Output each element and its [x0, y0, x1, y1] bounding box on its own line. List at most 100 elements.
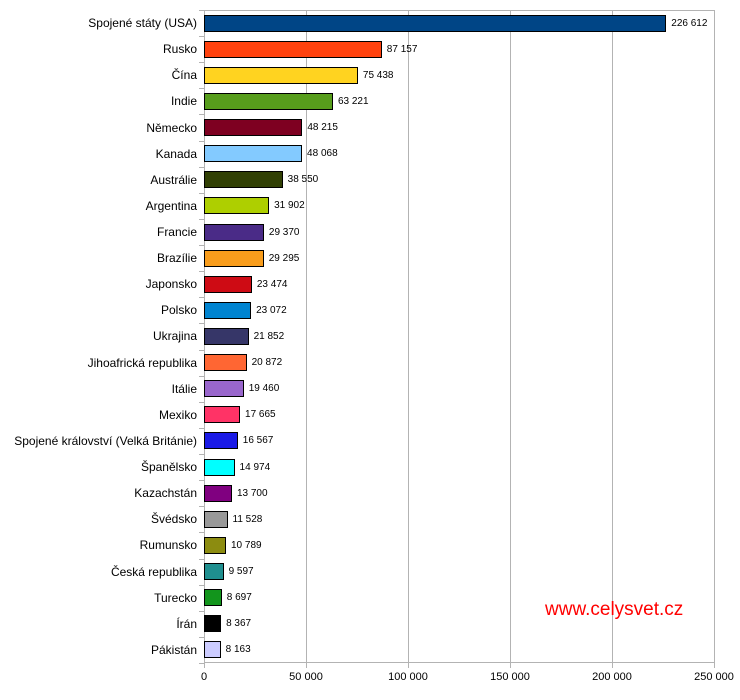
chart-row: Pákistán 8 163	[0, 637, 740, 663]
bar	[204, 354, 247, 372]
chart-row: Čína 75 438	[0, 62, 740, 88]
category-label: Spojené státy (USA)	[88, 16, 197, 31]
bar	[204, 536, 226, 554]
y-axis-tick	[199, 62, 204, 64]
bar	[204, 66, 358, 84]
value-label: 13 700	[236, 487, 268, 499]
category-label: Polsko	[160, 303, 197, 318]
y-axis-tick	[199, 532, 204, 534]
chart-row: Spojené státy (USA) 226 612	[0, 10, 740, 36]
y-axis-tick	[199, 349, 204, 351]
bar	[204, 589, 222, 607]
y-axis-tick	[199, 375, 204, 377]
chart-row: Kazachstán 13 700	[0, 480, 740, 506]
category-label: Indie	[170, 94, 197, 109]
value-label: 8 163	[225, 644, 251, 656]
chart-row: Turecko 8 697	[0, 585, 740, 611]
value-label: 29 295	[268, 252, 300, 264]
y-axis-tick	[199, 610, 204, 612]
chart-row: Kanada 48 068	[0, 141, 740, 167]
y-axis-tick	[199, 558, 204, 560]
category-label: Írán	[176, 616, 197, 631]
value-label: 17 665	[245, 409, 276, 421]
category-label: Japonsko	[145, 277, 197, 292]
x-axis-tick	[306, 663, 307, 668]
bar	[204, 380, 244, 398]
category-label: Argentina	[145, 198, 197, 213]
category-label: Jihoafrická republika	[87, 355, 197, 370]
chart-row: Polsko 23 072	[0, 297, 740, 323]
chart-row: Německo 48 215	[0, 114, 740, 140]
y-axis-tick	[199, 323, 204, 325]
x-axis-tick	[408, 663, 409, 668]
y-axis-tick	[199, 36, 204, 38]
chart-row: Spojené království (Velká Británie) 16 56…	[0, 428, 740, 454]
y-axis-tick	[199, 114, 204, 116]
x-axis-tick-label: 150 000	[490, 671, 530, 683]
chart-row: Itálie 19 460	[0, 376, 740, 402]
bar	[204, 14, 667, 32]
y-axis-tick	[199, 663, 204, 664]
bar	[204, 563, 224, 581]
y-axis-tick	[199, 506, 204, 508]
value-label: 8 367	[226, 618, 252, 630]
gridline	[408, 10, 409, 663]
chart-row: Španělsko 14 974	[0, 454, 740, 480]
bar	[204, 641, 221, 659]
bar	[204, 301, 252, 319]
x-axis-tick-label: 250 000	[694, 671, 734, 683]
y-axis-tick	[199, 218, 204, 220]
chart-row: Argentina 31 902	[0, 193, 740, 219]
chart-row: Rumunsko 10 789	[0, 532, 740, 558]
x-axis-tick	[612, 663, 613, 668]
x-axis-tick-label: 50 000	[289, 671, 323, 683]
category-label: Francie	[156, 225, 197, 239]
value-label: 31 902	[274, 200, 305, 212]
y-axis-tick	[199, 480, 204, 482]
value-label: 21 852	[253, 330, 285, 342]
category-label: Německo	[146, 120, 197, 135]
y-axis-tick	[199, 192, 204, 194]
chart-row: Indie 63 221	[0, 88, 740, 114]
bar	[204, 171, 283, 189]
category-label: Ukrajina	[152, 329, 197, 344]
chart-row: Švédsko 11 528	[0, 506, 740, 532]
value-label: 23 474	[256, 278, 288, 290]
value-label: 20 872	[251, 357, 283, 369]
value-label: 226 612	[671, 17, 708, 29]
bar	[204, 275, 252, 293]
bar	[204, 484, 232, 502]
value-label: 48 215	[307, 122, 338, 134]
category-label: Rumunsko	[139, 538, 197, 553]
plot-area	[204, 10, 715, 663]
gridline	[510, 10, 511, 663]
category-label: Spojené království (Velká Británie)	[14, 433, 197, 448]
y-axis-tick	[199, 427, 204, 429]
bar	[204, 432, 238, 450]
category-label: Rusko	[162, 42, 197, 57]
bar	[204, 510, 228, 528]
value-label: 10 789	[231, 539, 262, 551]
y-axis-tick	[199, 454, 204, 456]
y-axis-tick	[199, 166, 204, 168]
bar	[204, 145, 303, 163]
chart-row: Brazílie 29 295	[0, 245, 740, 271]
chart-row: Mexiko 17 665	[0, 402, 740, 428]
bar	[204, 40, 382, 58]
value-label: 23 072	[256, 304, 287, 316]
x-axis-tick	[204, 663, 205, 668]
chart-row: Írán 8 367	[0, 611, 740, 637]
value-label: 38 550	[287, 174, 319, 186]
y-axis-tick	[199, 584, 204, 586]
value-label: 29 370	[268, 226, 300, 238]
value-label: 14 974	[239, 461, 271, 473]
y-axis-tick	[199, 245, 204, 247]
bar	[204, 223, 264, 241]
gridline	[714, 10, 715, 663]
value-label: 75 438	[362, 69, 394, 81]
category-label: Turecko	[154, 590, 197, 605]
value-label: 63 221	[337, 95, 369, 107]
y-axis-tick	[199, 88, 204, 90]
category-label: Kanada	[155, 146, 197, 161]
